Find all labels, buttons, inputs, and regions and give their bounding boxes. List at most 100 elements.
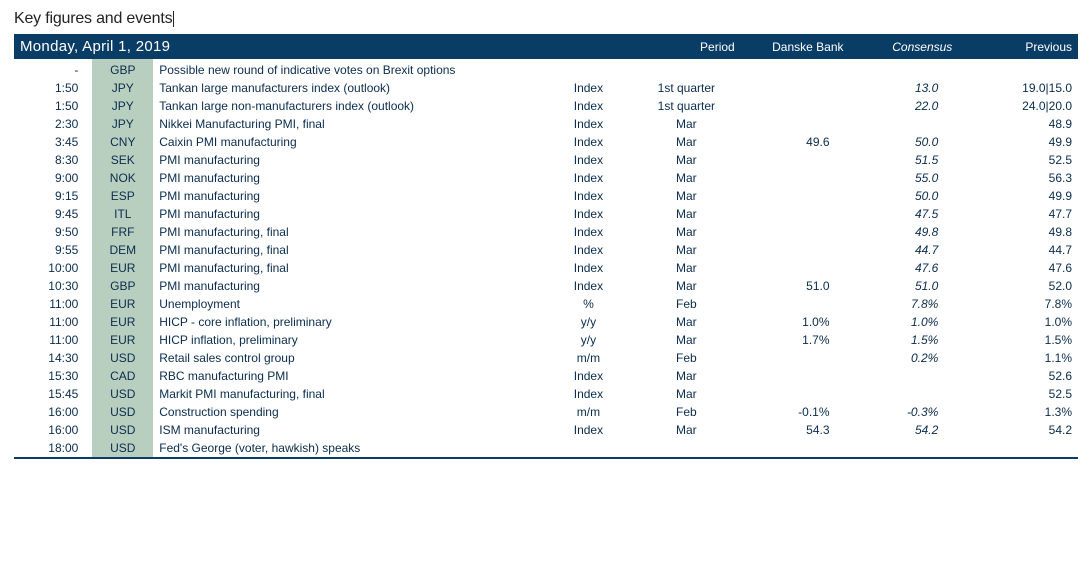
table-row: 9:55DEMPMI manufacturing, finalIndexMar4…	[14, 241, 1078, 259]
unit-cell: Index	[545, 205, 632, 223]
event-cell: PMI manufacturing	[153, 169, 545, 187]
currency-cell: ITL	[92, 205, 153, 223]
period-cell: Mar	[632, 259, 741, 277]
table-row: 15:30CADRBC manufacturing PMIIndexMar 52.…	[14, 367, 1078, 385]
table-row: 1:50JPYTankan large non-manufacturers in…	[14, 97, 1078, 115]
consensus-cell	[850, 439, 959, 458]
currency-cell: NOK	[92, 169, 153, 187]
consensus-cell: 44.7	[850, 241, 959, 259]
previous-cell: 48.9	[958, 115, 1078, 133]
currency-cell: ESP	[92, 187, 153, 205]
consensus-cell: 1.5%	[850, 331, 959, 349]
event-cell: Caixin PMI manufacturing	[153, 133, 545, 151]
period-cell: Mar	[632, 313, 741, 331]
event-cell: PMI manufacturing	[153, 187, 545, 205]
previous-cell: 7.8%	[958, 295, 1078, 313]
currency-cell: EUR	[92, 313, 153, 331]
time-cell: 9:45	[14, 205, 92, 223]
time-cell: 3:45	[14, 133, 92, 151]
period-cell: Mar	[632, 133, 741, 151]
time-cell: 9:00	[14, 169, 92, 187]
unit-cell: Index	[545, 151, 632, 169]
event-cell: RBC manufacturing PMI	[153, 367, 545, 385]
unit-cell: y/y	[545, 313, 632, 331]
time-cell: 16:00	[14, 421, 92, 439]
table-row: 9:50FRFPMI manufacturing, finalIndexMar4…	[14, 223, 1078, 241]
danske-cell	[741, 295, 850, 313]
event-cell: HICP inflation, preliminary	[153, 331, 545, 349]
previous-cell: 1.0%	[958, 313, 1078, 331]
time-cell: 15:30	[14, 367, 92, 385]
currency-cell: EUR	[92, 295, 153, 313]
unit-cell: Index	[545, 187, 632, 205]
unit-cell	[545, 439, 632, 458]
previous-cell: 47.6	[958, 259, 1078, 277]
previous-cell: 52.0	[958, 277, 1078, 295]
previous-cell: 1.1%	[958, 349, 1078, 367]
time-cell: 9:55	[14, 241, 92, 259]
period-cell: Mar	[632, 421, 741, 439]
danske-cell	[741, 241, 850, 259]
danske-cell: -0.1%	[741, 403, 850, 421]
period-cell: Mar	[632, 367, 741, 385]
period-cell	[632, 439, 741, 458]
time-cell: 8:30	[14, 151, 92, 169]
danske-cell	[741, 61, 850, 79]
table-row: 9:15ESPPMI manufacturingIndexMar50.049.9	[14, 187, 1078, 205]
table-row: 15:45USDMarkit PMI manufacturing, finalI…	[14, 385, 1078, 403]
consensus-cell: 13.0	[850, 79, 959, 97]
currency-cell: USD	[92, 421, 153, 439]
unit-cell: Index	[545, 115, 632, 133]
previous-cell: 52.6	[958, 367, 1078, 385]
event-cell: Possible new round of indicative votes o…	[153, 61, 545, 79]
danske-cell	[741, 259, 850, 277]
currency-cell: GBP	[92, 61, 153, 79]
previous-cell: 49.9	[958, 187, 1078, 205]
unit-cell: Index	[545, 277, 632, 295]
consensus-cell: 0.2%	[850, 349, 959, 367]
previous-cell: 1.5%	[958, 331, 1078, 349]
period-cell: Mar	[632, 385, 741, 403]
unit-cell: Index	[545, 79, 632, 97]
currency-cell: GBP	[92, 277, 153, 295]
danske-cell	[741, 367, 850, 385]
currency-cell: JPY	[92, 97, 153, 115]
currency-cell: USD	[92, 349, 153, 367]
previous-cell: 52.5	[958, 151, 1078, 169]
table-row: 1:50JPYTankan large manufacturers index …	[14, 79, 1078, 97]
unit-cell: Index	[545, 385, 632, 403]
time-cell: 15:45	[14, 385, 92, 403]
time-cell: 1:50	[14, 79, 92, 97]
consensus-cell: 47.5	[850, 205, 959, 223]
unit-cell: Index	[545, 421, 632, 439]
consensus-cell: 22.0	[850, 97, 959, 115]
unit-cell: Index	[545, 169, 632, 187]
previous-cell: 47.7	[958, 205, 1078, 223]
time-cell: 10:00	[14, 259, 92, 277]
previous-cell: 44.7	[958, 241, 1078, 259]
time-cell: -	[14, 61, 92, 79]
unit-cell: y/y	[545, 331, 632, 349]
table-row: 11:00EURUnemployment%Feb7.8%7.8%	[14, 295, 1078, 313]
currency-cell: CAD	[92, 367, 153, 385]
unit-cell: Index	[545, 367, 632, 385]
consensus-cell: 55.0	[850, 169, 959, 187]
consensus-cell	[850, 115, 959, 133]
consensus-cell: 51.0	[850, 277, 959, 295]
calendar-table: Monday, April 1, 2019 Period Danske Bank…	[14, 34, 1078, 459]
consensus-cell: 49.8	[850, 223, 959, 241]
table-row: 8:30SEKPMI manufacturingIndexMar51.552.5	[14, 151, 1078, 169]
period-cell: Mar	[632, 331, 741, 349]
consensus-cell: 1.0%	[850, 313, 959, 331]
currency-cell: USD	[92, 439, 153, 458]
danske-cell	[741, 439, 850, 458]
consensus-cell: 7.8%	[850, 295, 959, 313]
table-row: 16:00USDISM manufacturingIndexMar54.354.…	[14, 421, 1078, 439]
table-row: 9:00NOKPMI manufacturingIndexMar55.056.3	[14, 169, 1078, 187]
period-cell: Mar	[632, 223, 741, 241]
event-cell: Retail sales control group	[153, 349, 545, 367]
table-row: 11:00EURHICP - core inflation, prelimina…	[14, 313, 1078, 331]
consensus-cell: 54.2	[850, 421, 959, 439]
table-row: 16:00USDConstruction spendingm/mFeb-0.1%…	[14, 403, 1078, 421]
table-row: 9:45ITLPMI manufacturingIndexMar47.547.7	[14, 205, 1078, 223]
